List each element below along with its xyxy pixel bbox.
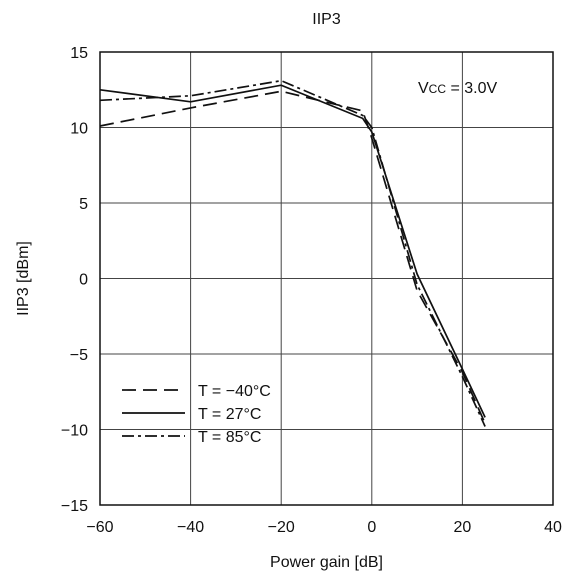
data-series [99, 79, 486, 427]
y-axis-label: IIP3 [dBm] [15, 241, 32, 316]
x-tick-label: 0 [367, 519, 376, 536]
grid-lines [100, 52, 553, 505]
y-tick-label: 0 [79, 272, 88, 289]
legend-label: T = 85°C [198, 429, 261, 446]
legend-label: T = −40°C [198, 383, 271, 400]
chart-title: IIP3 [312, 11, 341, 28]
y-tick-label: −10 [61, 423, 88, 440]
series-line-3 [99, 79, 486, 427]
x-tick-label: 20 [454, 519, 472, 536]
y-tick-label: −5 [70, 347, 88, 364]
y-axis-ticks: −15 −10 −5 0 5 10 15 [61, 45, 88, 515]
x-axis-label: Power gain [dB] [270, 554, 383, 571]
series-line-2 [99, 84, 486, 418]
legend-label: T = 27°C [198, 406, 261, 423]
x-axis-ticks: −60 −40 −20 0 20 40 [86, 519, 562, 536]
series-line-1 [99, 90, 486, 424]
vcc-annotation: VCC = 3.0V [418, 80, 497, 97]
y-tick-label: 5 [79, 196, 88, 213]
legend: T = −40°C T = 27°C T = 85°C [122, 383, 271, 446]
y-tick-label: 10 [70, 121, 88, 138]
vcc-annotation-sub: CC [429, 82, 447, 96]
plot-frame [99, 51, 554, 506]
x-tick-label: 40 [544, 519, 562, 536]
x-tick-label: −60 [86, 519, 113, 536]
vcc-annotation-v: V [418, 80, 429, 97]
y-tick-label: 15 [70, 45, 88, 62]
x-tick-label: −40 [177, 519, 204, 536]
y-tick-label: −15 [61, 498, 88, 515]
x-tick-label: −20 [268, 519, 295, 536]
vcc-annotation-value: = 3.0V [446, 80, 497, 97]
